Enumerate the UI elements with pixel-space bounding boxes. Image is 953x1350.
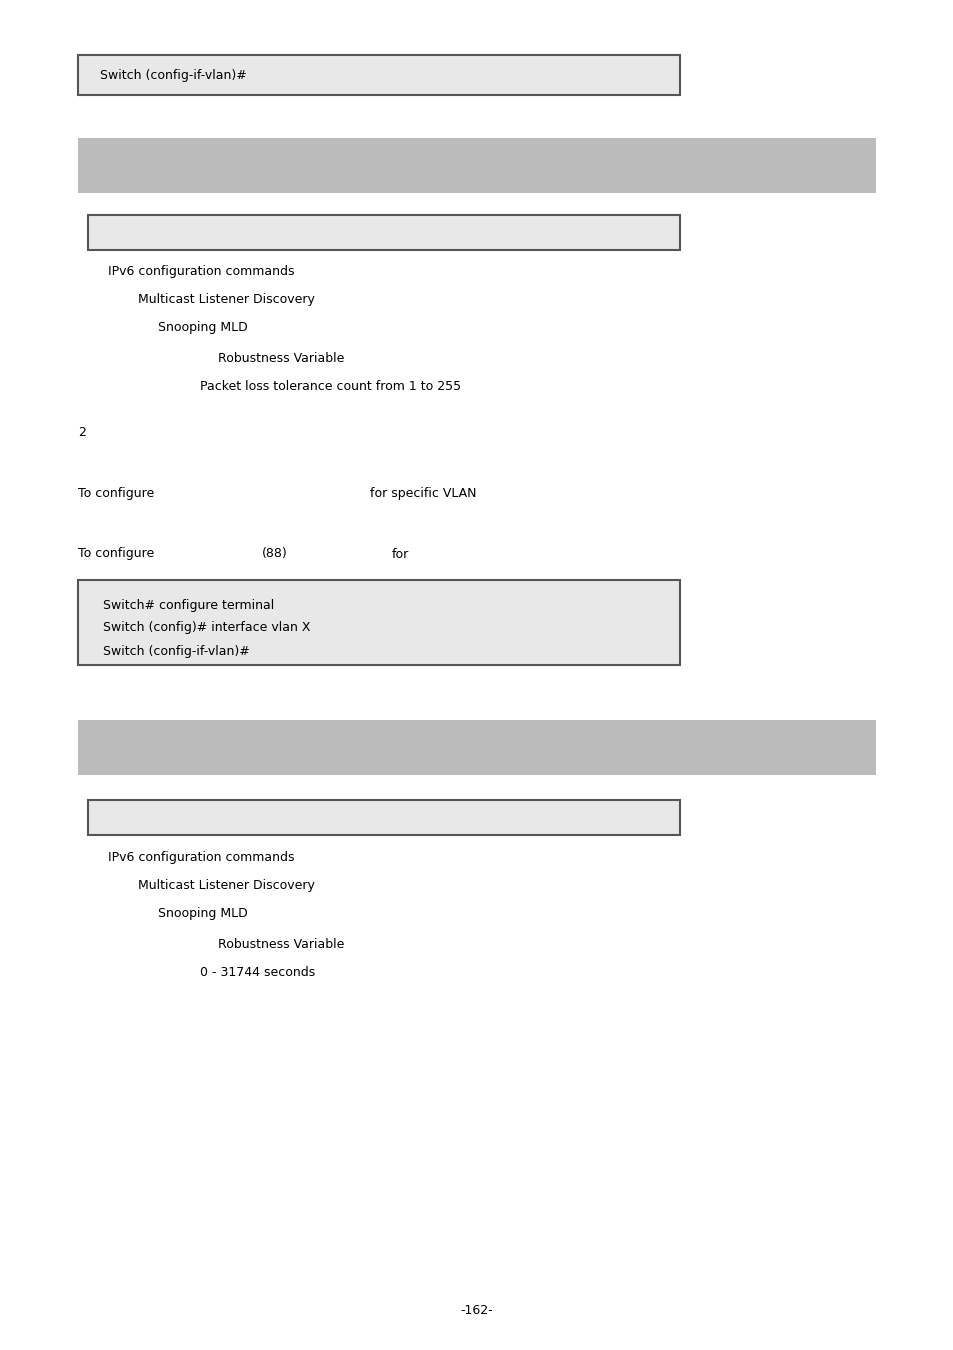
Text: Packet loss tolerance count from 1 to 255: Packet loss tolerance count from 1 to 25…	[200, 379, 460, 393]
Text: To configure: To configure	[78, 548, 154, 560]
Text: Snooping MLD: Snooping MLD	[158, 907, 248, 921]
Bar	[78, 138, 875, 193]
Bar	[88, 801, 679, 836]
Text: 0 - 31744 seconds: 0 - 31744 seconds	[200, 965, 314, 979]
Bar	[78, 580, 679, 666]
Text: To configure: To configure	[78, 487, 154, 501]
Bar	[78, 720, 875, 775]
Text: Switch (config)# interface vlan X: Switch (config)# interface vlan X	[103, 621, 310, 634]
Text: Snooping MLD: Snooping MLD	[158, 321, 248, 335]
Bar	[78, 55, 679, 94]
Text: 2: 2	[78, 425, 86, 439]
Bar	[88, 215, 679, 250]
Text: Multicast Listener Discovery: Multicast Listener Discovery	[138, 293, 314, 306]
Text: for specific VLAN: for specific VLAN	[370, 487, 476, 501]
Text: Switch (config-if-vlan)#: Switch (config-if-vlan)#	[100, 69, 247, 81]
Text: IPv6 configuration commands: IPv6 configuration commands	[108, 266, 294, 278]
Text: Multicast Listener Discovery: Multicast Listener Discovery	[138, 879, 314, 892]
Text: for: for	[392, 548, 409, 560]
Text: Robustness Variable: Robustness Variable	[218, 937, 344, 950]
Text: (88): (88)	[262, 548, 288, 560]
Text: Switch# configure terminal: Switch# configure terminal	[103, 598, 274, 612]
Text: Switch (config-if-vlan)#: Switch (config-if-vlan)#	[103, 644, 250, 657]
Text: IPv6 configuration commands: IPv6 configuration commands	[108, 852, 294, 864]
Text: Robustness Variable: Robustness Variable	[218, 351, 344, 364]
Text: -162-: -162-	[460, 1304, 493, 1316]
